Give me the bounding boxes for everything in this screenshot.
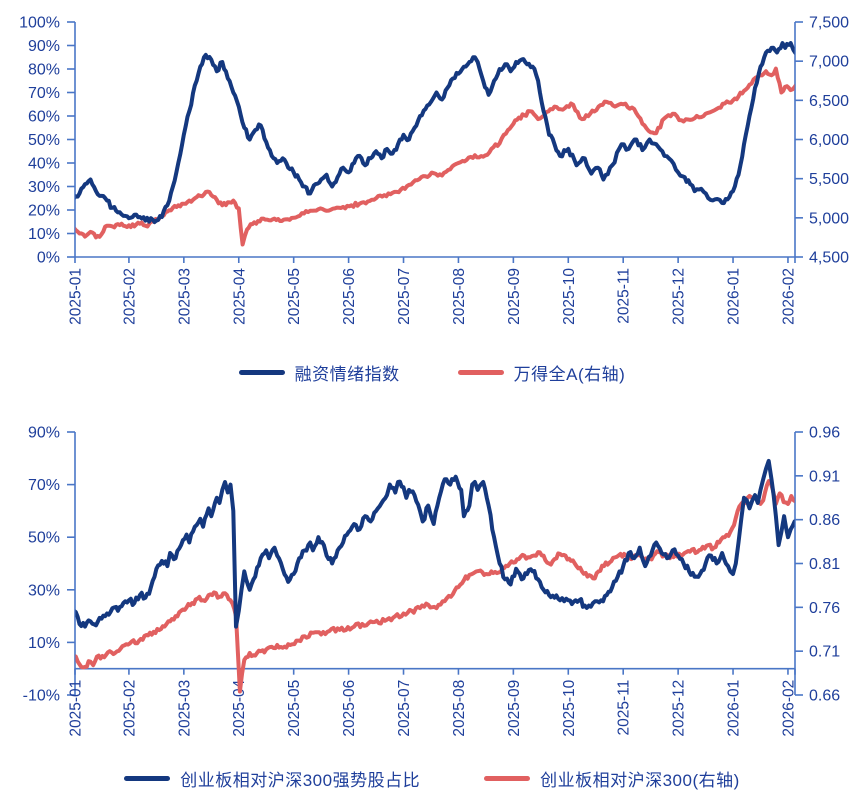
- legend-line-swatch-navy: [238, 370, 285, 375]
- right-axis-label: 0.81: [809, 556, 840, 573]
- left-axis-label: 50%: [28, 530, 60, 547]
- left-axis-label: 10%: [28, 226, 60, 243]
- plot-area: [75, 458, 795, 694]
- x-axis-label: 2025-10: [561, 679, 578, 736]
- x-axis-label: 2025-08: [451, 680, 468, 737]
- left-axis-label: 30%: [28, 582, 60, 599]
- x-axis-label: 2025-04: [231, 679, 248, 736]
- x-axis-label: 2025-04: [231, 268, 248, 325]
- right-axis-label: 7,500: [809, 15, 849, 32]
- left-axis-label: 90%: [28, 38, 60, 55]
- left-axis-label: 50%: [28, 132, 60, 149]
- legend-line-swatch-coral: [457, 370, 504, 375]
- legend-label-wind-all-a: 万得全A(右轴): [513, 365, 626, 384]
- x-axis-label: 2025-03: [176, 680, 193, 737]
- left-axis-label: 100%: [19, 15, 60, 32]
- right-axis-label: 5,500: [809, 171, 849, 188]
- bottom-chart-legend: 创业板相对沪深300强势股占比 创业板相对沪深300(右轴): [0, 766, 864, 791]
- right-axis-label: 7,000: [809, 54, 849, 71]
- series-line-coral: [75, 66, 795, 247]
- left-axis-label: 0%: [37, 250, 60, 267]
- legend-label-chinext-strong-stock-ratio: 创业板相对沪深300强势股占比: [180, 771, 421, 790]
- legend-item-chinext-strong-stock-ratio: 创业板相对沪深300强势股占比: [124, 766, 420, 791]
- right-axis-label: 4,500: [809, 250, 849, 267]
- x-axis-label: 2026-02: [780, 680, 797, 737]
- right-axis-label: 0.96: [809, 425, 840, 442]
- plot-area: [75, 41, 795, 247]
- x-axis-label: 2025-05: [286, 680, 303, 737]
- left-axis-label: 20%: [28, 203, 60, 220]
- top-chart: 100% 90% 80% 70% 60% 50% 40% 30% 20% 10% 0% 7,500 7,…: [19, 15, 849, 325]
- x-axis-label: 2025-12: [671, 680, 688, 737]
- right-axis-label: 0.66: [809, 688, 840, 705]
- right-axis-label: 6,000: [809, 132, 849, 149]
- left-axis-label: -10%: [23, 688, 60, 705]
- x-axis-label: 2026-01: [726, 680, 743, 737]
- x-axis-label: 2025-01: [68, 680, 85, 737]
- left-axis-label: 90%: [28, 425, 60, 442]
- x-axis-label: 2025-06: [341, 268, 358, 325]
- legend-line-swatch-navy: [124, 776, 171, 781]
- x-axis-label: 2025-12: [671, 268, 688, 325]
- series-line-navy: [75, 41, 795, 225]
- bottom-chart: 90% 70% 50% 30% 10% -10% 0.96 0.91 0.86 0.81 0.76 0…: [23, 425, 841, 737]
- x-axis-label: 2025-07: [396, 268, 413, 325]
- x-axis-label: 2025-02: [121, 680, 138, 737]
- x-axis-label: 2025-01: [68, 268, 85, 325]
- x-axis-label: 2026-01: [726, 268, 743, 325]
- x-axis-label: 2025-11: [616, 268, 633, 324]
- legend-label-chinext-relative-csi300: 创业板相对沪深300(右轴): [540, 771, 740, 790]
- x-axis-label: 2025-02: [121, 268, 138, 325]
- right-axis-label: 0.76: [809, 600, 840, 617]
- legend-item-wind-all-a: 万得全A(右轴): [457, 360, 626, 385]
- x-axis-label: 2025-09: [506, 268, 523, 325]
- series-line-navy: [75, 458, 795, 629]
- x-axis-label: 2025-03: [176, 268, 193, 325]
- legend-label-financing-sentiment-index: 融资情绪指数: [294, 365, 400, 384]
- x-axis-label: 2025-10: [561, 268, 578, 325]
- right-axis-label: 6,500: [809, 93, 849, 110]
- left-axis-label: 30%: [28, 179, 60, 196]
- legend-line-swatch-coral: [484, 776, 531, 781]
- x-axis-label: 2025-06: [341, 680, 358, 737]
- top-chart-legend: 融资情绪指数 万得全A(右轴): [0, 360, 864, 385]
- left-axis-label: 60%: [28, 109, 60, 126]
- left-axis-label: 70%: [28, 85, 60, 102]
- x-axis-label: 2025-07: [396, 680, 413, 737]
- legend-item-chinext-relative-csi300: 创业板相对沪深300(右轴): [484, 766, 740, 791]
- x-axis-label: 2025-08: [451, 268, 468, 325]
- legend-item-financing-sentiment-index: 融资情绪指数: [238, 360, 400, 385]
- x-axis-label: 2025-11: [616, 680, 633, 736]
- left-axis-label: 10%: [28, 635, 60, 652]
- x-axis-label: 2025-05: [286, 268, 303, 325]
- left-axis-label: 80%: [28, 62, 60, 79]
- left-axis-label: 70%: [28, 477, 60, 494]
- right-axis-label: 5,000: [809, 210, 849, 227]
- right-axis-label: 0.91: [809, 468, 840, 485]
- x-axis-label: 2026-02: [780, 268, 797, 325]
- x-axis-label: 2025-09: [506, 680, 523, 737]
- left-axis-label: 40%: [28, 156, 60, 173]
- right-axis-label: 0.86: [809, 512, 840, 529]
- right-axis-label: 0.71: [809, 644, 840, 661]
